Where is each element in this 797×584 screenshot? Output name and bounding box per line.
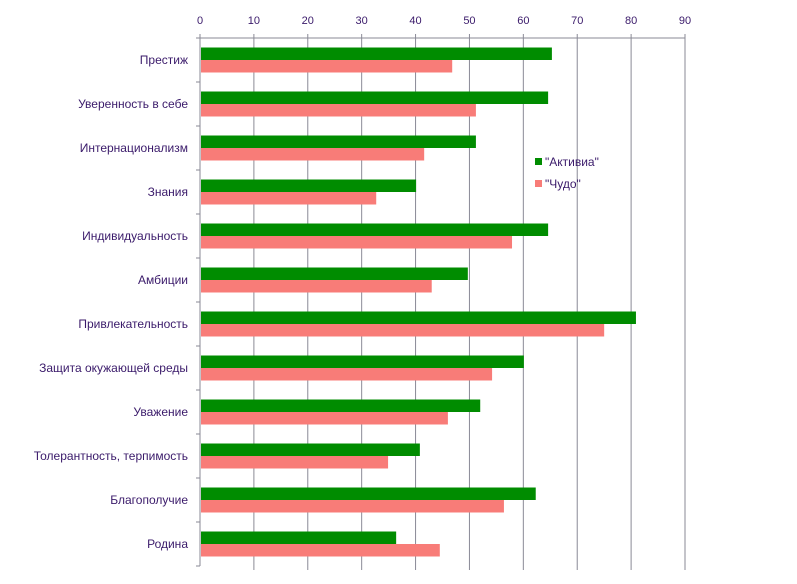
legend-swatch xyxy=(535,158,542,165)
x-tick-label: 70 xyxy=(571,15,583,27)
category-label: Знания xyxy=(148,185,188,199)
bar-chudo xyxy=(201,236,513,249)
x-tick-label: 40 xyxy=(409,15,421,27)
x-tick-label: 80 xyxy=(625,15,637,27)
bar-chudo xyxy=(201,544,440,557)
category-label: Толерантность, терпимость xyxy=(34,449,188,463)
bar-aktivia xyxy=(201,91,549,104)
bar-aktivia xyxy=(201,179,417,192)
bar-aktivia xyxy=(201,311,636,324)
axes: 0 10 20 30 40 50 60 70 80 90 xyxy=(196,15,691,567)
bar-chudo xyxy=(201,324,605,337)
legend-swatch xyxy=(535,180,542,187)
legend: "Активиа" "Чудо" xyxy=(535,155,599,191)
bar-aktivia xyxy=(201,531,397,544)
bar-chudo xyxy=(201,148,425,161)
bar-aktivia xyxy=(201,267,468,280)
category-label: Благополучие xyxy=(110,493,188,507)
category-label: Амбиции xyxy=(138,273,188,287)
bar-aktivia xyxy=(201,443,420,456)
bar-aktivia xyxy=(201,135,476,148)
category-label: Привлекательность xyxy=(78,317,188,331)
category-label: Уважение xyxy=(133,405,188,419)
gridlines xyxy=(253,38,686,570)
category-labels: Престиж Уверенность в себе Интернационализ… xyxy=(34,53,189,551)
bar-chudo xyxy=(201,104,476,117)
bar-chudo xyxy=(201,192,377,205)
x-tick-label: 90 xyxy=(679,15,691,27)
bar-aktivia xyxy=(201,399,481,412)
category-label: Интернационализм xyxy=(80,141,188,155)
x-tick-label: 60 xyxy=(517,15,529,27)
bar-chudo xyxy=(201,60,453,73)
category-label: Индивидуальность xyxy=(82,229,188,243)
bar-aktivia xyxy=(201,47,552,60)
x-tick-label: 50 xyxy=(463,15,475,27)
bar-chudo xyxy=(201,412,448,425)
bar-aktivia xyxy=(201,355,524,368)
category-label: Уверенность в себе xyxy=(78,97,188,111)
x-tick-label: 0 xyxy=(197,15,203,27)
legend-label: "Активиа" xyxy=(545,155,599,169)
bar-chudo xyxy=(201,456,389,469)
x-tick-label: 20 xyxy=(302,15,314,27)
x-tick-label: 30 xyxy=(356,15,368,27)
legend-label: "Чудо" xyxy=(545,177,581,191)
category-label: Родина xyxy=(147,537,188,551)
bars xyxy=(201,47,636,557)
x-tick-label: 10 xyxy=(248,15,260,27)
bar-chudo xyxy=(201,500,504,513)
bar-chudo xyxy=(201,280,432,293)
bar-aktivia xyxy=(201,487,536,500)
category-label: Престиж xyxy=(140,53,188,67)
category-label: Защита окужающей среды xyxy=(39,361,188,375)
bar-chudo xyxy=(201,368,493,381)
bar-aktivia xyxy=(201,223,549,236)
